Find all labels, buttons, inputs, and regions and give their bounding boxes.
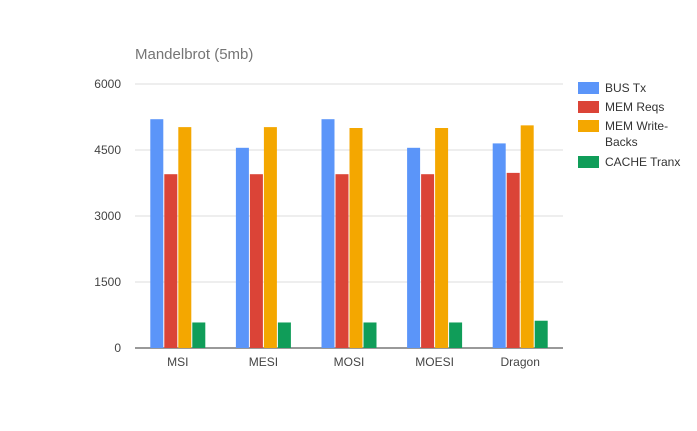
legend-label: CACHE Tranx bbox=[605, 155, 680, 169]
legend-label: MEM Write- Backs bbox=[605, 119, 668, 149]
legend-item: MEM Write- Backs bbox=[578, 119, 668, 149]
bar-mem-write-backs-mosi bbox=[349, 128, 363, 348]
bar-mem-write-backs-dragon bbox=[520, 125, 534, 348]
x-tick-label: MOESI bbox=[415, 355, 454, 369]
x-axis: MSI MESI MOSI MOESI Dragon bbox=[167, 355, 540, 369]
y-tick-label: 4500 bbox=[94, 143, 121, 157]
x-tick-label: MOSI bbox=[334, 355, 365, 369]
legend-swatch bbox=[578, 156, 599, 168]
gridlines bbox=[135, 83, 563, 349]
bar-mem-reqs-dragon bbox=[506, 172, 520, 348]
bar-bus-tx-mosi bbox=[321, 119, 335, 348]
bar-mem-reqs-mosi bbox=[335, 174, 349, 348]
bar-bus-tx-msi bbox=[150, 119, 164, 348]
legend-label: MEM Reqs bbox=[605, 100, 664, 114]
bar-mem-write-backs-moesi bbox=[435, 128, 449, 348]
y-axis-ticks: 0 1500 3000 4500 6000 bbox=[94, 77, 121, 355]
bar-mem-write-backs-msi bbox=[178, 127, 192, 349]
bar-mem-reqs-mesi bbox=[249, 174, 263, 348]
bar-mem-reqs-msi bbox=[164, 174, 178, 348]
legend: BUS Tx MEM Reqs MEM Write- Backs CACHE Tranx bbox=[578, 81, 680, 169]
legend-label-line: Backs bbox=[605, 135, 638, 149]
bar-mem-reqs-moesi bbox=[421, 174, 435, 348]
y-tick-label: 1500 bbox=[94, 275, 121, 289]
bar-bus-tx-mesi bbox=[235, 147, 249, 348]
x-tick-label: Dragon bbox=[501, 355, 540, 369]
legend-label-line: MEM Write- bbox=[605, 119, 668, 133]
y-tick-label: 6000 bbox=[94, 77, 121, 91]
x-tick-label: MESI bbox=[249, 355, 278, 369]
chart-title: Mandelbrot (5mb) bbox=[135, 46, 253, 63]
y-tick-label: 0 bbox=[114, 341, 121, 355]
y-tick-label: 3000 bbox=[94, 209, 121, 223]
bar-cache-tranx-msi bbox=[192, 322, 206, 348]
legend-swatch bbox=[578, 101, 599, 113]
bar-cache-tranx-moesi bbox=[449, 322, 463, 348]
x-tick-label: MSI bbox=[167, 355, 188, 369]
bar-mem-write-backs-mesi bbox=[263, 127, 277, 349]
bar-cache-tranx-dragon bbox=[534, 320, 548, 348]
legend-swatch bbox=[578, 82, 599, 94]
bar-cache-tranx-mosi bbox=[363, 322, 377, 348]
bar-bus-tx-moesi bbox=[407, 147, 421, 348]
legend-swatch bbox=[578, 120, 599, 132]
bar-cache-tranx-mesi bbox=[277, 322, 291, 348]
bars bbox=[150, 119, 548, 349]
legend-item: MEM Reqs bbox=[578, 100, 664, 114]
legend-item: CACHE Tranx bbox=[578, 155, 680, 169]
legend-label: BUS Tx bbox=[605, 81, 646, 95]
legend-item: BUS Tx bbox=[578, 81, 646, 95]
bar-bus-tx-dragon bbox=[492, 143, 506, 348]
